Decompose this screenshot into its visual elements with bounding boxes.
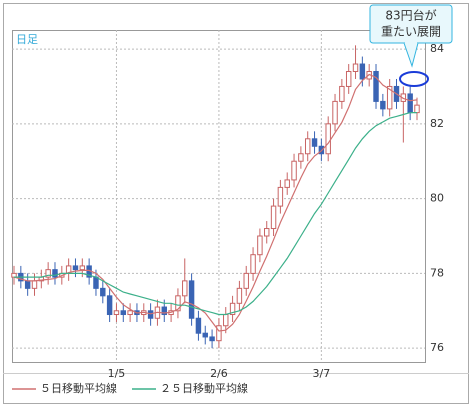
candle-body xyxy=(209,336,215,342)
candle-body xyxy=(45,269,51,278)
candle-body xyxy=(147,310,154,319)
candle-body xyxy=(352,63,359,72)
candle-body xyxy=(270,205,277,230)
x-tick-label: 3/7 xyxy=(313,367,331,380)
legend-label: ５日移動平均線 xyxy=(40,381,117,395)
candle-body xyxy=(373,71,379,102)
candle-body xyxy=(257,235,263,256)
candle-body xyxy=(182,280,188,297)
candle-body xyxy=(216,325,222,342)
ma-line xyxy=(14,112,417,316)
y-tick-label: 78 xyxy=(430,266,444,279)
plot-area xyxy=(12,30,426,363)
candle-body xyxy=(407,93,413,114)
callout-text: 83円台が xyxy=(385,8,436,23)
highlight-ellipse xyxy=(399,71,429,87)
period-label: 日足 xyxy=(16,33,38,46)
candle-body xyxy=(31,280,38,289)
candle-body xyxy=(127,310,133,316)
candle-body xyxy=(52,269,58,278)
candle-body xyxy=(93,276,99,289)
candle-body xyxy=(79,265,86,271)
candle-body xyxy=(304,138,311,155)
legend-label: ２５日移動平均線 xyxy=(160,381,248,395)
candle-body xyxy=(120,310,127,316)
candle-body xyxy=(236,287,243,304)
candle-body xyxy=(380,100,386,110)
callout-pointer xyxy=(403,42,419,68)
candle-body xyxy=(386,85,393,110)
candle-body xyxy=(229,302,236,316)
y-tick-label: 82 xyxy=(430,117,444,130)
candle-body xyxy=(264,228,270,237)
candle-body xyxy=(277,186,284,207)
candle-body xyxy=(72,265,79,271)
candle-body xyxy=(359,63,366,80)
marks: 76 78 80 82 84 1/5 2/6 3/7 xyxy=(11,30,444,380)
candle-body xyxy=(100,287,106,297)
candle-body xyxy=(345,71,352,87)
x-tick-label: 1/5 xyxy=(108,367,126,380)
ma-line xyxy=(13,73,418,332)
candle-body xyxy=(223,314,229,327)
x-tick-label: 2/6 xyxy=(210,367,228,380)
candle-body xyxy=(284,179,290,188)
candle-body xyxy=(24,280,31,289)
y-tick-label: 84 xyxy=(430,42,444,55)
candle-body xyxy=(202,332,208,338)
candle-body xyxy=(339,85,345,102)
candle-body xyxy=(243,272,249,289)
callout-text: 重たい展開 xyxy=(381,25,441,39)
candle-body xyxy=(106,295,113,316)
candle-body xyxy=(113,310,120,316)
y-tick-label: 80 xyxy=(430,192,444,205)
candle-body xyxy=(195,317,202,334)
candle-body xyxy=(332,100,338,125)
candle-body xyxy=(161,306,167,316)
candle-body xyxy=(298,153,304,162)
candle-body xyxy=(291,160,297,181)
candle-body xyxy=(188,280,195,319)
y-tick-label: 76 xyxy=(430,341,444,354)
candle-body xyxy=(175,295,181,312)
candle-body xyxy=(250,254,256,274)
candle-body xyxy=(311,138,318,147)
candle-body xyxy=(325,123,331,155)
candle-body xyxy=(414,104,420,114)
